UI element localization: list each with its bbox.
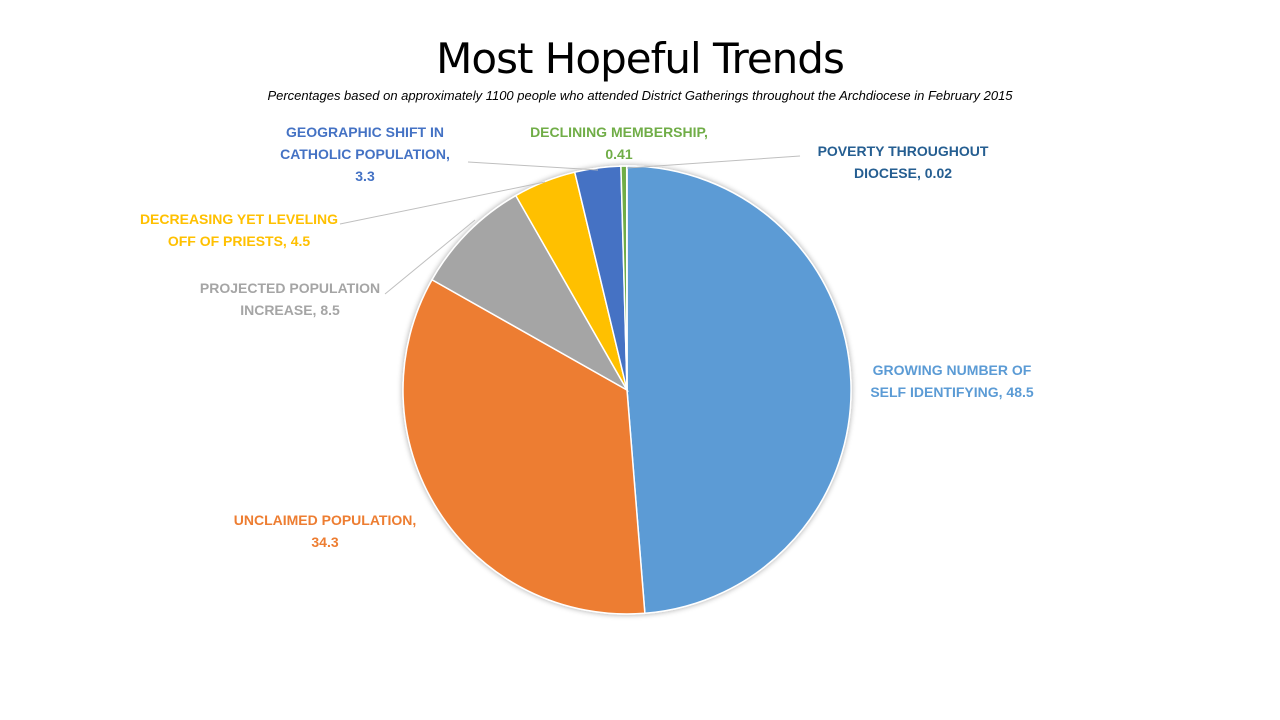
data-label-6: DECLINING MEMBERSHIP, 0.41: [530, 124, 708, 162]
leader-line-7: [626, 155, 801, 169]
data-label-5: GEOGRAPHIC SHIFT IN CATHOLIC POPULATION, 3…: [280, 124, 450, 184]
data-label-line: SELF IDENTIFYING, 48.5: [870, 384, 1034, 400]
data-label-line: 34.3: [311, 534, 338, 550]
leader-line-3: [384, 219, 476, 295]
chart-title: Most Hopeful Trends: [436, 34, 845, 83]
data-label-line: 3.3: [355, 168, 375, 184]
pie-slice-2: [402, 278, 646, 615]
leader-line-4: [339, 181, 546, 225]
leader-line-5: [467, 161, 599, 171]
data-label-4: DECREASING YET LEVELING OFF OF PRIESTS, 4…: [140, 211, 338, 249]
data-label-line: UNCLAIMED POPULATION,: [234, 512, 417, 528]
data-label-7: POVERTY THROUGHOUT DIOCESE, 0.02: [818, 143, 989, 181]
data-label-line: 0.41: [605, 146, 632, 162]
chart-subtitle: Percentages based on approximately 1100 …: [267, 88, 1013, 103]
data-label-line: PROJECTED POPULATION: [200, 280, 380, 296]
data-label-line: GEOGRAPHIC SHIFT IN: [286, 124, 444, 140]
data-label-line: POVERTY THROUGHOUT: [818, 143, 989, 159]
data-label-line: DECLINING MEMBERSHIP,: [530, 124, 708, 140]
data-label-line: DIOCESE, 0.02: [854, 165, 952, 181]
data-label-2: UNCLAIMED POPULATION, 34.3: [234, 512, 417, 550]
pie-slice-1: [626, 165, 852, 615]
pie-slices: [402, 165, 852, 615]
data-label-line: DECREASING YET LEVELING: [140, 211, 338, 227]
data-label-line: OFF OF PRIESTS, 4.5: [168, 233, 311, 249]
data-label-line: INCREASE, 8.5: [240, 302, 340, 318]
pie-slice-3: [430, 194, 630, 392]
data-label-line: CATHOLIC POPULATION,: [280, 146, 450, 162]
data-label-3: PROJECTED POPULATION INCREASE, 8.5: [200, 280, 380, 318]
data-label-line: GROWING NUMBER OF: [873, 362, 1032, 378]
data-label-1: GROWING NUMBER OF SELF IDENTIFYING, 48.5: [870, 362, 1034, 400]
